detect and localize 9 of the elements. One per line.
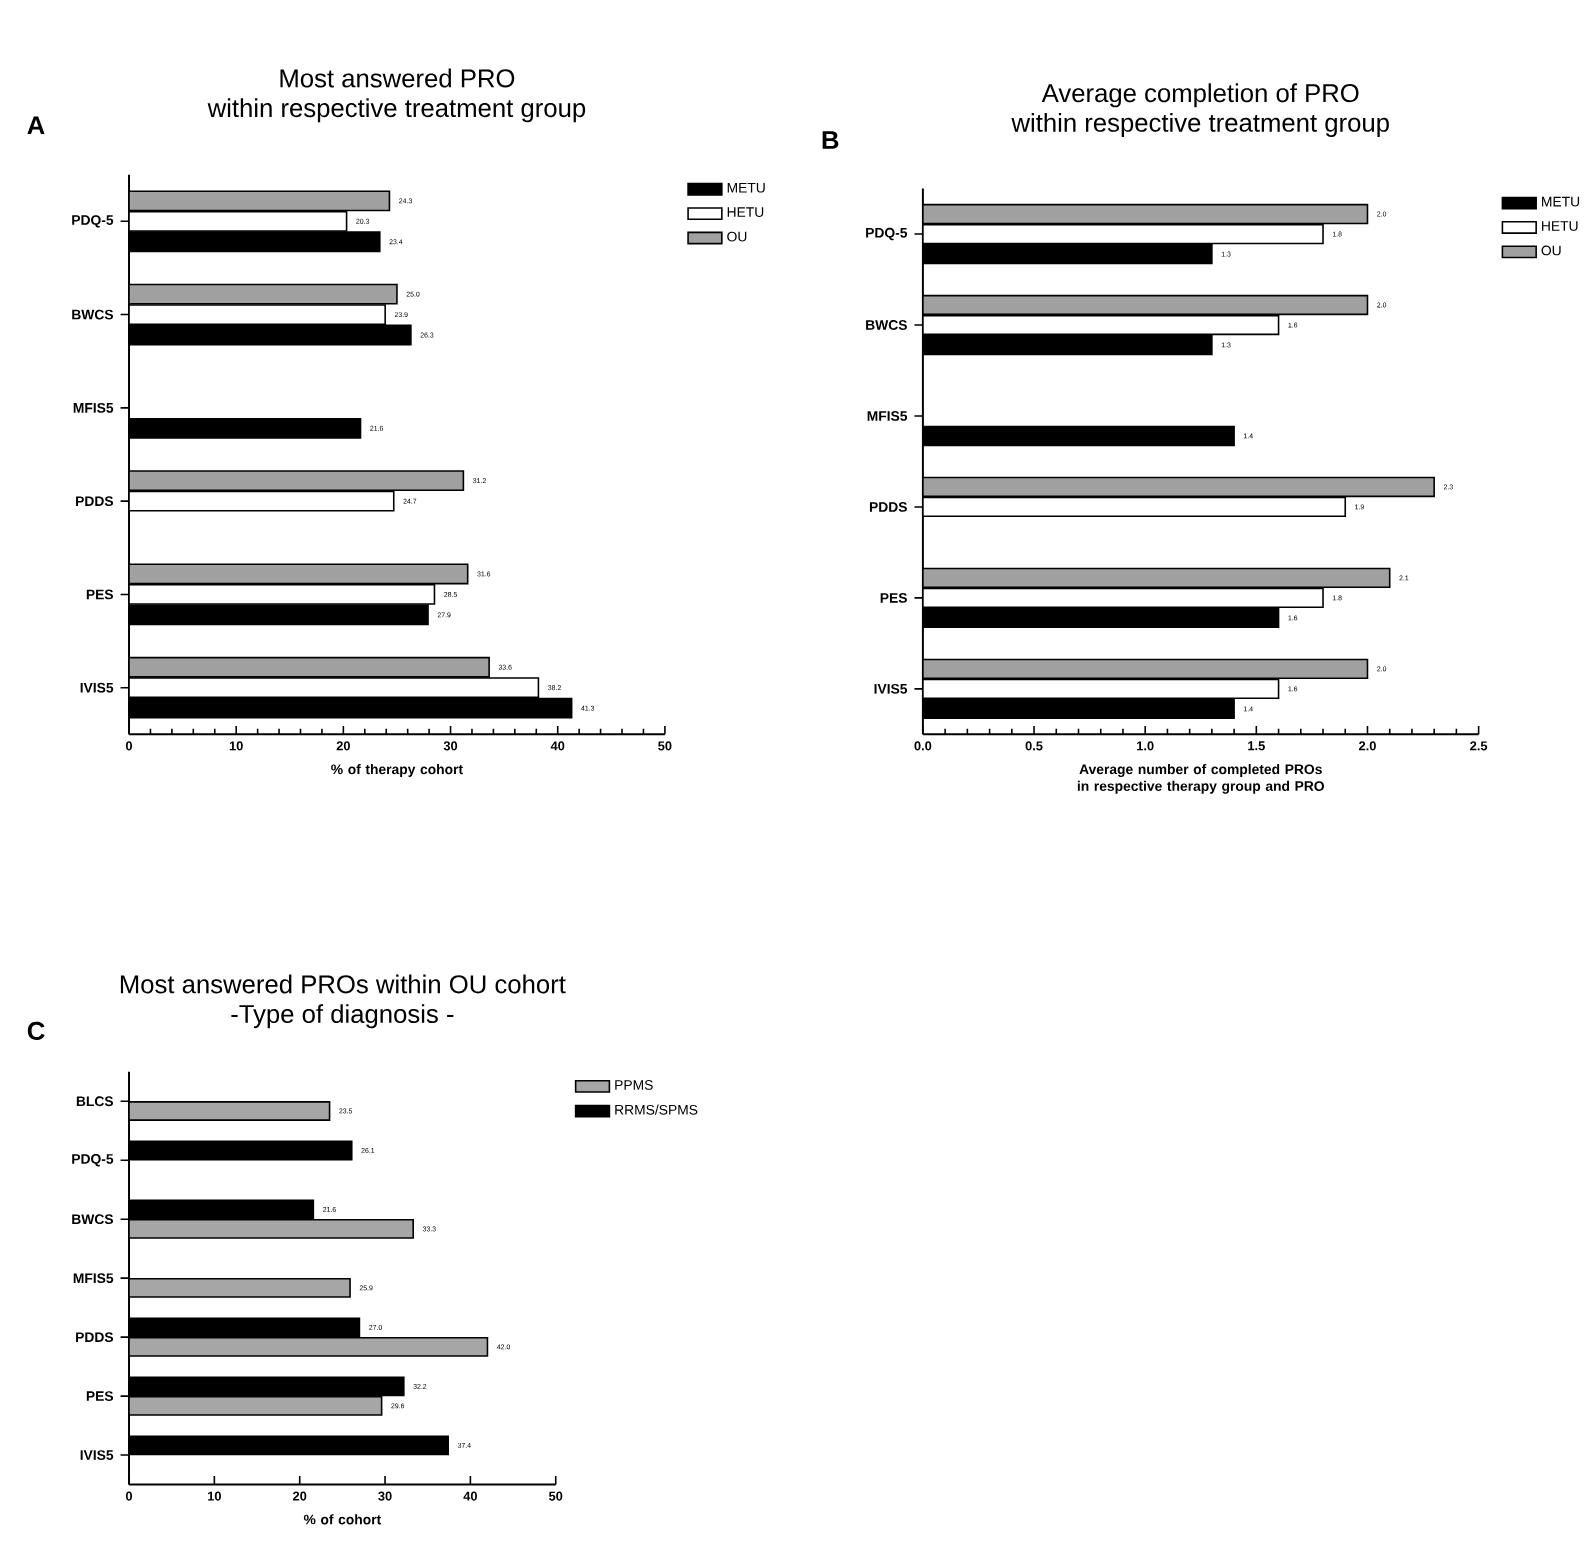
text: C [27,1021,45,1041]
chart-title: Most answered PROs within OU cohort [120,974,566,994]
chart-title: Average completion of PRO [1041,83,1359,108]
chart-subtitle: within respective treatment group [207,98,586,123]
chart-subtitle: -Type of diagnosis - [231,1004,454,1029]
text: B [822,131,839,149]
text: A [27,116,45,135]
chart-subtitle: within respective treatment group [1011,113,1389,137]
chart-title: Most answered PRO [280,68,515,88]
